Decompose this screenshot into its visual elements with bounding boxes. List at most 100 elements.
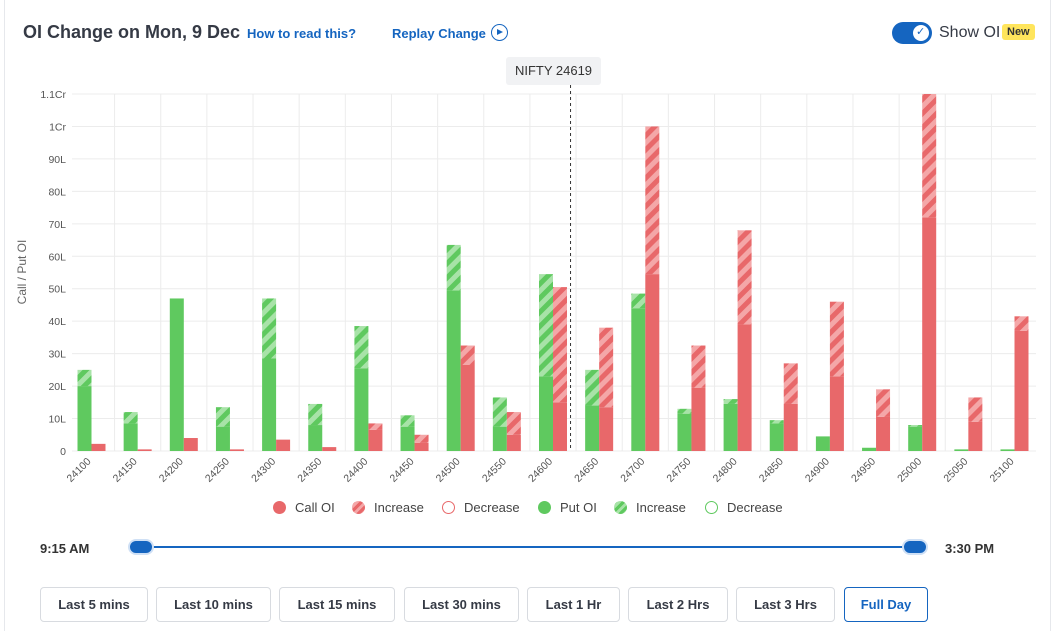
- put-oi-increase-bar[interactable]: [77, 369, 92, 387]
- y-tick-label: 50L: [48, 284, 66, 296]
- put-oi-increase-bar[interactable]: [539, 274, 553, 377]
- call-oi-bar[interactable]: [737, 324, 752, 451]
- call-oi-bar[interactable]: [506, 434, 521, 451]
- range-button-last-30-mins[interactable]: Last 30 mins: [404, 587, 519, 622]
- put-oi-bar[interactable]: [631, 308, 646, 451]
- call-oi-increase-bar[interactable]: [506, 412, 521, 435]
- end-time-handle[interactable]: [902, 539, 928, 555]
- put-oi-increase-bar[interactable]: [631, 293, 646, 309]
- call-oi-increase-bar[interactable]: [599, 327, 614, 408]
- call-oi-bar[interactable]: [876, 416, 891, 451]
- put-oi-bar[interactable]: [815, 436, 830, 451]
- call-oi-bar[interactable]: [137, 449, 152, 451]
- put-oi-increase-bar[interactable]: [492, 397, 507, 427]
- put-oi-increase-bar[interactable]: [308, 403, 323, 426]
- legend-put-oi[interactable]: Put OI: [538, 498, 597, 516]
- legend-call-decrease[interactable]: Decrease: [442, 498, 520, 516]
- call-oi-increase-bar[interactable]: [645, 126, 660, 275]
- put-oi-bar[interactable]: [215, 426, 230, 451]
- put-oi-increase-bar[interactable]: [769, 420, 784, 424]
- put-oi-increase-bar[interactable]: [723, 399, 738, 404]
- put-oi-bar[interactable]: [723, 403, 738, 451]
- put-oi-increase-bar[interactable]: [262, 298, 277, 359]
- legend-call-increase[interactable]: Increase: [352, 498, 424, 516]
- call-oi-increase-bar[interactable]: [737, 230, 752, 325]
- check-icon: [913, 25, 929, 41]
- call-oi-increase-bar[interactable]: [1014, 316, 1029, 331]
- call-oi-bar[interactable]: [553, 402, 567, 451]
- call-oi-bar[interactable]: [691, 387, 706, 451]
- y-axis: 0 10L 20L 30L 40L 50L 60L 70L 80L 90L 1Cr 1.1Cr: [40, 89, 66, 458]
- put-oi-bar[interactable]: [123, 423, 138, 451]
- range-button-last-5-mins[interactable]: Last 5 mins: [40, 587, 148, 622]
- put-oi-bar[interactable]: [1000, 449, 1015, 451]
- put-oi-increase-bar[interactable]: [908, 425, 923, 427]
- call-oi-bar[interactable]: [922, 217, 937, 451]
- range-button-last-2-hrs[interactable]: Last 2 Hrs: [628, 587, 728, 622]
- put-oi-increase-bar[interactable]: [123, 412, 138, 424]
- put-oi-bar[interactable]: [769, 423, 784, 451]
- show-oi-toggle[interactable]: [892, 22, 932, 44]
- put-oi-bar[interactable]: [677, 413, 692, 451]
- call-oi-increase-bar[interactable]: [553, 287, 567, 403]
- put-oi-increase-bar[interactable]: [354, 326, 369, 369]
- call-oi-bar[interactable]: [91, 443, 106, 451]
- call-oi-bar[interactable]: [414, 442, 429, 451]
- legend-call-oi[interactable]: Call OI: [273, 498, 335, 516]
- put-oi-bar[interactable]: [539, 376, 553, 451]
- call-oi-increase-bar[interactable]: [968, 397, 983, 422]
- range-button-last-3-hrs[interactable]: Last 3 Hrs: [736, 587, 835, 622]
- put-oi-bar[interactable]: [585, 405, 600, 451]
- call-oi-bar[interactable]: [460, 364, 475, 451]
- call-oi-bar[interactable]: [599, 407, 614, 451]
- range-button-last-1-hr[interactable]: Last 1 Hr: [527, 587, 620, 622]
- put-oi-bar[interactable]: [77, 386, 92, 451]
- put-oi-bar[interactable]: [308, 425, 323, 451]
- range-button-last-15-mins[interactable]: Last 15 mins: [279, 587, 395, 622]
- call-oi-increase-bar[interactable]: [460, 345, 475, 365]
- call-oi-bar[interactable]: [368, 429, 383, 451]
- put-oi-bar[interactable]: [954, 449, 969, 451]
- call-oi-increase-bar[interactable]: [876, 389, 891, 417]
- put-oi-bar[interactable]: [492, 426, 507, 451]
- call-oi-bar[interactable]: [229, 449, 244, 451]
- start-time-handle[interactable]: [128, 539, 154, 555]
- call-oi-bar[interactable]: [968, 421, 983, 451]
- put-oi-bar[interactable]: [862, 447, 877, 451]
- put-decrease-swatch-icon: [705, 500, 718, 514]
- put-oi-bar[interactable]: [400, 426, 415, 451]
- call-oi-increase-bar[interactable]: [922, 94, 937, 218]
- put-oi-bar[interactable]: [354, 368, 369, 451]
- call-oi-increase-bar[interactable]: [783, 363, 798, 404]
- call-oi-increase-bar[interactable]: [691, 345, 706, 388]
- put-oi-increase-bar[interactable]: [677, 408, 692, 414]
- put-oi-bar[interactable]: [908, 426, 923, 451]
- put-oi-bar[interactable]: [169, 298, 184, 451]
- put-oi-increase-bar[interactable]: [400, 415, 415, 427]
- play-circle-icon[interactable]: [491, 24, 508, 41]
- call-oi-bar[interactable]: [645, 274, 660, 451]
- legend-put-increase[interactable]: Increase: [614, 498, 686, 516]
- x-tick-label: 24250: [203, 456, 232, 485]
- replay-change-link[interactable]: Replay Change: [392, 26, 486, 41]
- range-button-last-10-mins[interactable]: Last 10 mins: [156, 587, 271, 622]
- call-oi-bar[interactable]: [183, 438, 198, 451]
- range-button-full-day[interactable]: Full Day: [844, 587, 928, 622]
- call-oi-bar[interactable]: [322, 447, 337, 451]
- put-oi-swatch-icon: [538, 500, 551, 514]
- put-oi-bar[interactable]: [262, 358, 277, 451]
- call-oi-bar[interactable]: [783, 403, 798, 451]
- call-oi-bar[interactable]: [1014, 330, 1029, 451]
- time-range-track[interactable]: [140, 546, 915, 548]
- how-to-read-link[interactable]: How to read this?: [247, 26, 357, 41]
- put-oi-increase-bar[interactable]: [446, 244, 461, 291]
- legend-put-decrease[interactable]: Decrease: [705, 498, 783, 516]
- put-oi-increase-bar[interactable]: [215, 407, 230, 427]
- call-oi-increase-bar[interactable]: [414, 434, 429, 443]
- call-oi-bar[interactable]: [276, 439, 291, 451]
- put-oi-bar[interactable]: [446, 290, 461, 451]
- put-oi-increase-bar[interactable]: [585, 369, 600, 406]
- call-oi-increase-bar[interactable]: [829, 301, 844, 377]
- call-oi-bar[interactable]: [829, 376, 844, 451]
- call-oi-increase-bar[interactable]: [368, 423, 383, 430]
